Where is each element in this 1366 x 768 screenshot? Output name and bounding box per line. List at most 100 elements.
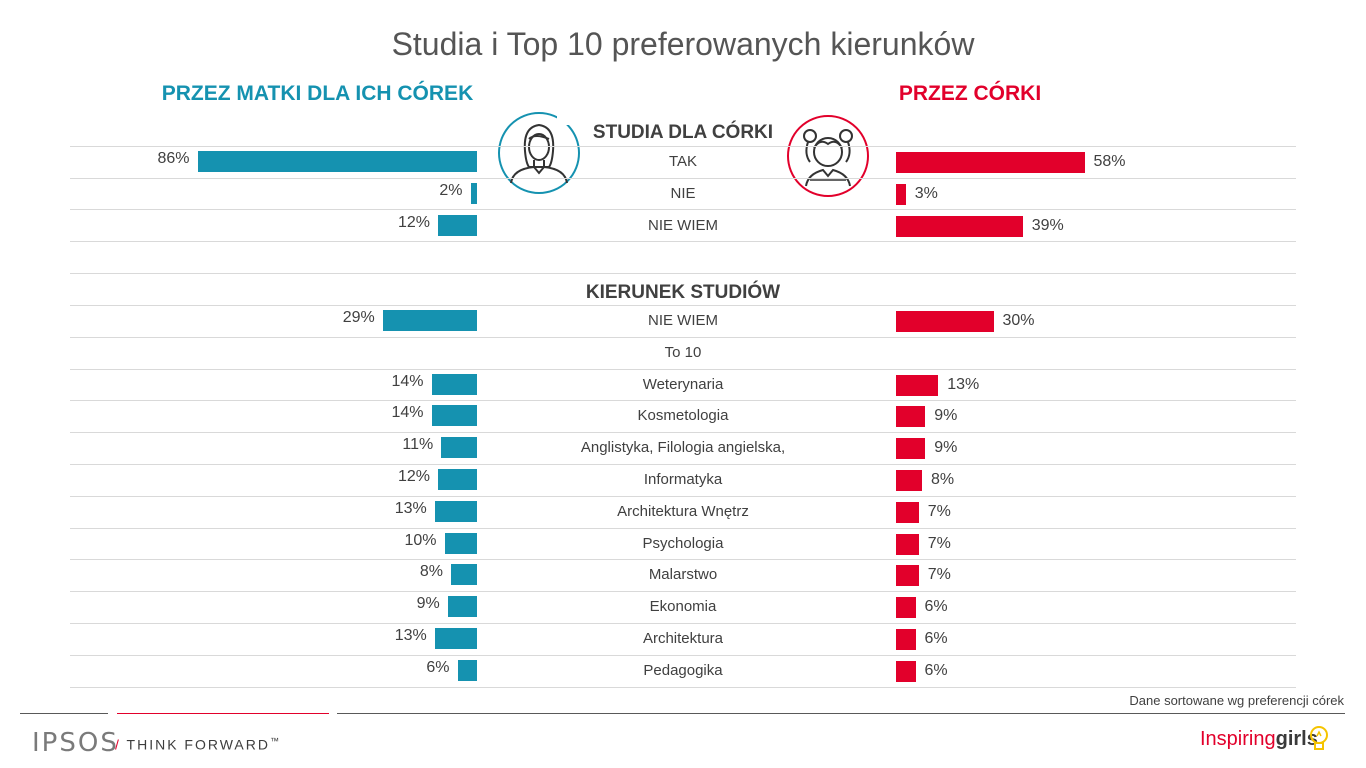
category-label: Anglistyka, Filologia angielska, [580, 439, 786, 456]
daughters-bar [896, 216, 1023, 237]
row-separator [70, 655, 1296, 656]
mothers-bar [434, 501, 477, 522]
mothers-value-label: 14% [391, 373, 424, 390]
daughters-bar [896, 470, 922, 491]
daughters-bar [896, 661, 916, 682]
row-separator [70, 209, 1296, 210]
brand-part-a: Inspiring [1200, 728, 1276, 750]
mothers-value-label: 14% [391, 404, 424, 421]
mothers-value-label: 2% [439, 182, 463, 199]
mothers-bar [431, 374, 477, 395]
row-separator [70, 369, 1296, 370]
mothers-value-label: 12% [397, 468, 430, 485]
category-label: NIE WIEM [648, 217, 718, 234]
daughters-bar [896, 629, 916, 650]
mothers-bar [431, 405, 477, 426]
row-separator [70, 400, 1296, 401]
mothers-value-label: 13% [394, 500, 427, 517]
tagline: / THINK FORWARD™ [115, 736, 281, 753]
category-label: Pedagogika [643, 662, 723, 679]
mothers-bar [434, 628, 477, 649]
mothers-value-label: 11% [402, 436, 434, 453]
row-separator [70, 432, 1296, 433]
inspiring-girls-logo: Inspiringgirls [1200, 728, 1318, 751]
mothers-bar [197, 151, 477, 172]
footer-divider [337, 713, 1345, 714]
mothers-bar [457, 660, 477, 681]
page-title: Studia i Top 10 preferowanych kierunków [391, 26, 975, 62]
footnote: Dane sortowane wg preferencji córek [1129, 693, 1344, 708]
ipsos-logo-text: IPSOS [32, 728, 119, 758]
daughters-value-label: 6% [924, 630, 948, 647]
daughters-value-label: 30% [1002, 312, 1035, 329]
daughters-bar [896, 565, 919, 586]
category-label: TAK [668, 153, 698, 170]
mothers-bar [447, 596, 477, 617]
mothers-bar [470, 183, 477, 204]
category-label: Ekonomia [649, 598, 717, 615]
row-separator [70, 178, 1296, 179]
row-separator [70, 273, 1296, 274]
mothers-value-label: 13% [394, 627, 427, 644]
category-label: NIE [670, 185, 696, 202]
brand-part-b: girls [1275, 728, 1318, 750]
row-separator [70, 305, 1296, 306]
mothers-value-label: 6% [426, 659, 450, 676]
daughters-bar [896, 597, 916, 618]
mothers-value-label: 8% [419, 563, 443, 580]
daughters-bar [896, 438, 926, 459]
category-label: Kosmetologia [637, 407, 729, 424]
daughters-value-label: 9% [934, 439, 958, 456]
footer-divider [117, 713, 329, 714]
row-separator [70, 146, 1296, 147]
mothers-bar [444, 533, 477, 554]
mothers-value-label: 86% [157, 150, 190, 167]
trademark: ™ [269, 736, 281, 746]
daughters-value-label: 6% [924, 598, 948, 615]
category-label: Psychologia [642, 535, 724, 552]
footer-divider [20, 713, 108, 714]
daughters-bar [896, 406, 926, 427]
mothers-bar [438, 469, 477, 490]
daughters-value-label: 8% [931, 471, 955, 488]
row-separator [70, 687, 1296, 688]
ipsos-logo: IPSOS [32, 728, 119, 758]
category-label: Weterynaria [642, 376, 724, 393]
daughters-value-label: 13% [947, 376, 980, 393]
mothers-value-label: 29% [342, 309, 375, 326]
category-label: Architektura [642, 630, 724, 647]
daughters-bar [896, 184, 906, 205]
row-separator [70, 623, 1296, 624]
category-label: Informatyka [643, 471, 723, 488]
row-separator [70, 337, 1296, 338]
mothers-bar [382, 310, 477, 331]
mothers-bar [441, 437, 477, 458]
daughters-value-label: 9% [934, 407, 958, 424]
mothers-value-label: 9% [416, 595, 440, 612]
daughters-bar [896, 534, 919, 555]
lightbulb-icon [1310, 726, 1328, 750]
daughters-value-label: 58% [1093, 153, 1126, 170]
daughters-value-label: 6% [924, 662, 948, 679]
daughters-bar [896, 375, 939, 396]
category-label: Architektura Wnętrz [617, 503, 749, 520]
mothers-value-label: 10% [404, 532, 437, 549]
tagline-text: THINK FORWARD [126, 736, 270, 753]
daughters-bar [896, 152, 1085, 173]
daughters-value-label: 3% [914, 185, 938, 202]
daughters-header: PRZEZ CÓRKI [898, 82, 1042, 105]
daughters-bar [896, 311, 994, 332]
row-separator [70, 591, 1296, 592]
woman-avatar-icon [498, 112, 581, 194]
mothers-bar [438, 215, 477, 236]
row-separator [70, 528, 1296, 529]
row-separator [70, 559, 1296, 560]
row-separator [70, 464, 1296, 465]
row-separator [70, 241, 1296, 242]
section-title-studia: STUDIA DLA CÓRKI [592, 122, 774, 143]
category-label: NIE WIEM [648, 312, 718, 329]
mothers-value-label: 12% [397, 214, 430, 231]
category-label: Malarstwo [648, 566, 718, 583]
daughters-value-label: 7% [927, 503, 951, 520]
daughters-value-label: 39% [1031, 217, 1064, 234]
